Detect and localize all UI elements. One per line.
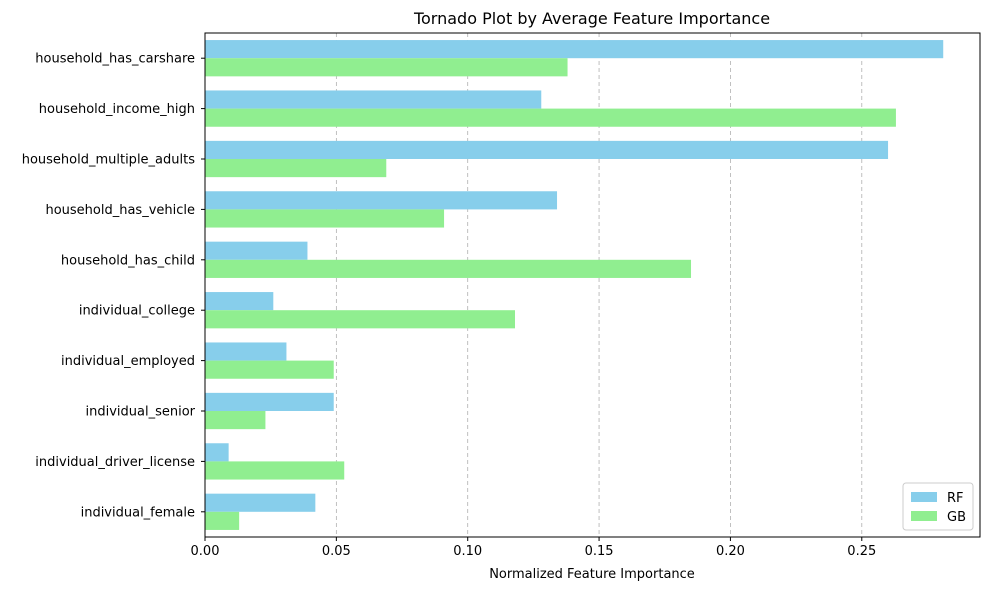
- x-tick-label: 0.25: [847, 544, 876, 559]
- bar-gb-individual-driver-license: [205, 461, 345, 480]
- legend: RF GB: [902, 482, 974, 531]
- bar-gb-household-has-vehicle: [205, 209, 445, 228]
- y-tick-label: individual_employed: [61, 354, 195, 369]
- bar-rf-individual-driver-license: [205, 443, 229, 462]
- legend-swatch-gb: [911, 511, 937, 521]
- tick-layer: 0.00 0.05 0.10 0.15 0.20 0.25 household_has_ca…: [22, 52, 877, 559]
- bar-gb-individual-senior: [205, 411, 266, 430]
- chart-title: Tornado Plot by Average Feature Importan…: [413, 9, 770, 28]
- bar-rf-household-has-vehicle: [205, 191, 558, 210]
- bar-gb-household-income-high: [205, 108, 896, 127]
- axes-frame: [204, 32, 981, 538]
- bar-gb-household-has-child: [205, 259, 692, 278]
- bar-rf-household-has-child: [205, 241, 308, 260]
- x-tick-label: 0.05: [322, 544, 351, 559]
- y-tick-label: individual_driver_license: [35, 455, 195, 470]
- bar-rf-individual-college: [205, 292, 274, 311]
- legend-swatch-rf: [911, 492, 937, 502]
- y-tick-label: individual_senior: [85, 405, 195, 420]
- bar-rf-individual-female: [205, 493, 316, 512]
- bar-rf-household-has-carshare: [205, 40, 944, 59]
- y-tick-label: household_has_child: [61, 253, 195, 268]
- x-tick-label: 0.00: [191, 544, 220, 559]
- x-tick-label: 0.20: [716, 544, 745, 559]
- bar-gb-individual-college: [205, 310, 515, 329]
- legend-label-rf: RF: [947, 491, 964, 506]
- y-tick-label: household_has_vehicle: [45, 203, 195, 218]
- legend-label-gb: GB: [947, 510, 966, 525]
- bar-rf-household-income-high: [205, 90, 542, 109]
- bar-rf-individual-employed: [205, 342, 287, 361]
- bar-gb-individual-employed: [205, 360, 334, 379]
- y-tick-label: household_has_carshare: [35, 52, 195, 67]
- bar-gb-individual-female: [205, 511, 240, 530]
- bar-gb-household-multiple-adults: [205, 159, 387, 178]
- bar-layer: [205, 40, 944, 530]
- x-axis-label: Normalized Feature Importance: [489, 567, 695, 582]
- x-tick-label: 0.15: [585, 544, 614, 559]
- x-tick-label: 0.10: [453, 544, 482, 559]
- y-tick-label: household_multiple_adults: [22, 153, 196, 168]
- bar-rf-individual-senior: [205, 392, 334, 411]
- bar-rf-household-multiple-adults: [205, 140, 889, 159]
- y-tick-label: household_income_high: [39, 102, 195, 117]
- y-tick-label: individual_female: [81, 505, 195, 520]
- bar-gb-household-has-carshare: [205, 58, 568, 77]
- y-tick-label: individual_college: [79, 304, 195, 319]
